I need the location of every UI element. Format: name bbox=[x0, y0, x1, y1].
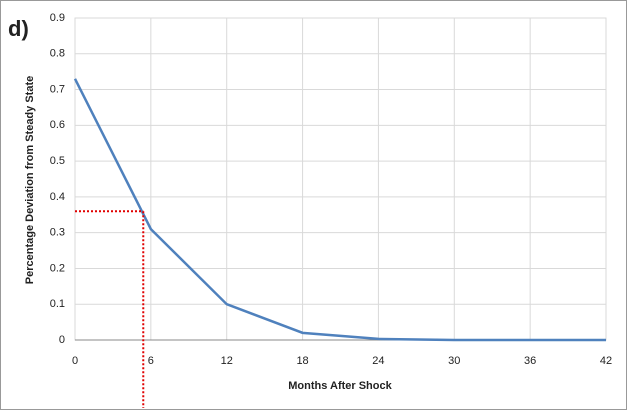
x-tick-label: 18 bbox=[296, 355, 308, 367]
y-tick-label: 0.2 bbox=[50, 262, 65, 274]
y-tick-label: 0.1 bbox=[50, 298, 65, 310]
x-tick-label: 42 bbox=[600, 355, 612, 367]
panel-label: d) bbox=[8, 16, 29, 41]
y-tick-label: 0.3 bbox=[50, 227, 65, 239]
y-axis-title: Percentage Deviation from Steady State bbox=[24, 76, 36, 284]
x-tick-label: 24 bbox=[372, 355, 384, 367]
y-tick-label: 0 bbox=[59, 334, 65, 346]
y-tick-label: 0.7 bbox=[50, 83, 65, 95]
x-tick-label: 6 bbox=[148, 355, 154, 367]
x-tick-label: 0 bbox=[72, 355, 78, 367]
y-tick-label: 0.8 bbox=[50, 48, 65, 60]
x-axis-title: Months After Shock bbox=[288, 380, 392, 392]
y-tick-label: 0.5 bbox=[50, 155, 65, 167]
y-tick-label: 0.6 bbox=[50, 119, 65, 131]
y-tick-label: 0.4 bbox=[50, 191, 65, 203]
x-tick-label: 30 bbox=[448, 355, 460, 367]
x-tick-label: 36 bbox=[524, 355, 536, 367]
x-tick-label: 12 bbox=[221, 355, 233, 367]
data-line bbox=[73, 78, 606, 342]
y-tick-label: 0.9 bbox=[50, 12, 65, 24]
